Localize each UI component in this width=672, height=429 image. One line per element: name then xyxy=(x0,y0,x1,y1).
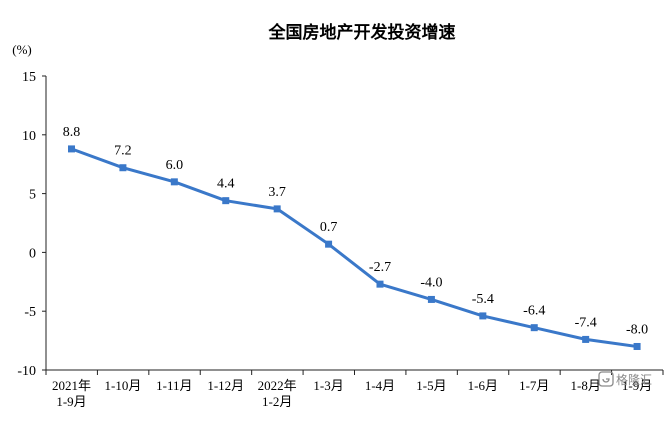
data-point xyxy=(479,312,487,320)
y-tick-label: 15 xyxy=(22,70,36,85)
data-point xyxy=(222,197,230,205)
data-label: -7.4 xyxy=(575,315,597,330)
data-label: -5.4 xyxy=(472,292,494,307)
data-label: 3.7 xyxy=(268,185,286,200)
series-line xyxy=(68,145,641,350)
data-label: -2.7 xyxy=(369,260,391,275)
data-point xyxy=(273,205,281,213)
x-tick-label: 1-5月 xyxy=(416,378,446,393)
y-tick-label: 5 xyxy=(29,188,36,203)
data-label: 4.4 xyxy=(217,177,235,192)
x-tick-label: 1-3月 xyxy=(313,378,343,393)
data-point xyxy=(119,164,127,172)
x-tick-label: 2021年 xyxy=(52,378,91,393)
watermark-text: 格隆汇 xyxy=(616,372,652,387)
data-point xyxy=(170,178,178,186)
data-point xyxy=(325,240,333,248)
data-point xyxy=(530,324,538,332)
x-tick-label: 1-7月 xyxy=(519,378,549,393)
y-axis-ticks: 15 10 5 0 -5 -10 xyxy=(17,70,46,379)
x-tick-label: 1-12月 xyxy=(207,378,244,393)
data-point xyxy=(376,280,384,288)
y-tick-label: 10 xyxy=(22,129,36,144)
x-tick-label: 1-11月 xyxy=(156,378,192,393)
data-point xyxy=(68,145,75,153)
data-label: -6.4 xyxy=(523,304,545,319)
data-label: -4.0 xyxy=(420,275,442,290)
data-label: -8.0 xyxy=(626,322,648,337)
data-labels: 8.8 7.2 6.0 4.4 3.7 0.7 -2.7 -4.0 -5.4 -6.4 -7.4 -8… xyxy=(63,125,648,338)
data-label: 7.2 xyxy=(114,144,132,159)
axes xyxy=(45,76,663,371)
x-tick-label: 1-4月 xyxy=(365,378,395,393)
watermark: 格隆汇 xyxy=(598,371,652,387)
data-label: 8.8 xyxy=(63,125,81,140)
y-axis-unit: (%) xyxy=(12,42,32,57)
y-tick-label: 0 xyxy=(29,246,36,261)
data-point xyxy=(633,342,641,350)
data-point xyxy=(582,335,590,343)
y-tick-label: -10 xyxy=(17,364,36,379)
x-tick-label: 2022年 xyxy=(258,378,297,393)
y-tick-label: -5 xyxy=(24,305,36,320)
x-tick-label: 1-9月 xyxy=(56,394,86,409)
x-tick-label: 1-10月 xyxy=(104,378,141,393)
data-point xyxy=(427,295,435,303)
chart-title: 全国房地产开发投资增速 xyxy=(268,22,456,43)
data-label: 6.0 xyxy=(166,158,184,173)
x-tick-label: 1-9月 xyxy=(622,378,652,393)
series-polyline xyxy=(70,147,638,348)
data-label: 0.7 xyxy=(320,220,338,235)
x-tick-label: 1-2月 xyxy=(262,394,292,409)
watermark-logo-icon xyxy=(598,371,614,387)
x-tick-label: 1-8月 xyxy=(570,378,600,393)
x-tick-label: 1-6月 xyxy=(468,378,498,393)
